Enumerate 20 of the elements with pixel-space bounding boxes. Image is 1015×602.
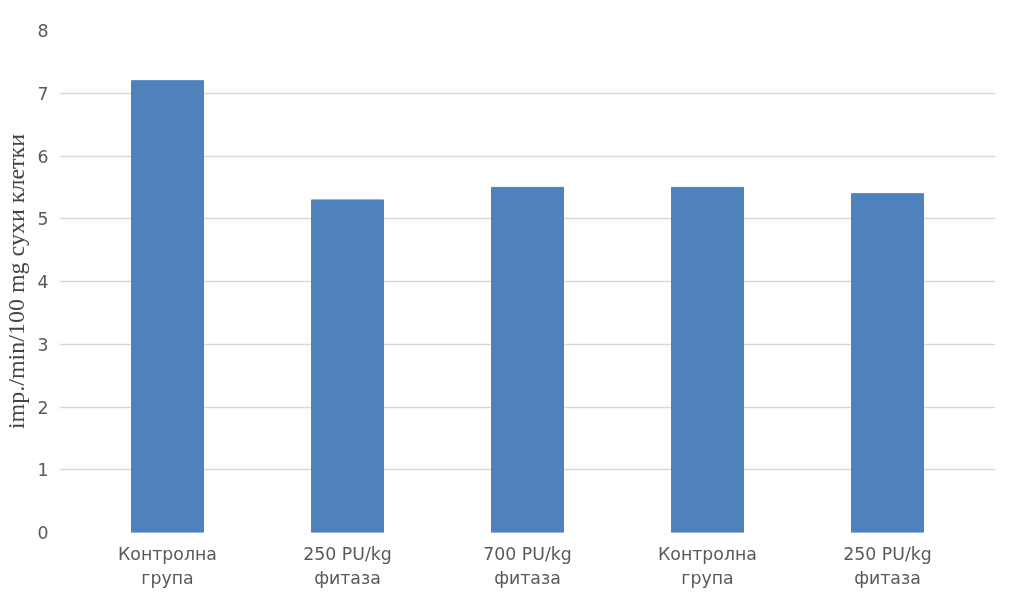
bar [131,80,204,533]
x-tick-label: 250 PU/kg фитаза [303,543,392,588]
bar [851,193,924,533]
x-tick-label: 700 PU/kg фитаза [483,543,572,588]
y-axis-title: imp./min/100 mg сухи клетки [3,133,30,430]
y-tick-label: 1 [37,460,49,481]
y-tick-label: 6 [37,146,49,167]
y-tick-label: 2 [37,397,49,418]
y-tick-label: 5 [37,209,49,230]
y-tick-label: 8 [37,21,49,41]
bar [311,199,384,533]
bar [491,186,564,533]
bar [671,186,744,533]
y-tick-label: 3 [37,334,49,355]
x-tick-label: 250 PU/kg фитаза [843,543,932,588]
y-tick-label: 4 [37,272,49,292]
x-tick-label: Контролна група [658,543,757,588]
y-tick-label: 7 [37,83,49,104]
x-tick-label: Контролна група [118,543,217,588]
y-tick-label: 0 [37,523,49,543]
